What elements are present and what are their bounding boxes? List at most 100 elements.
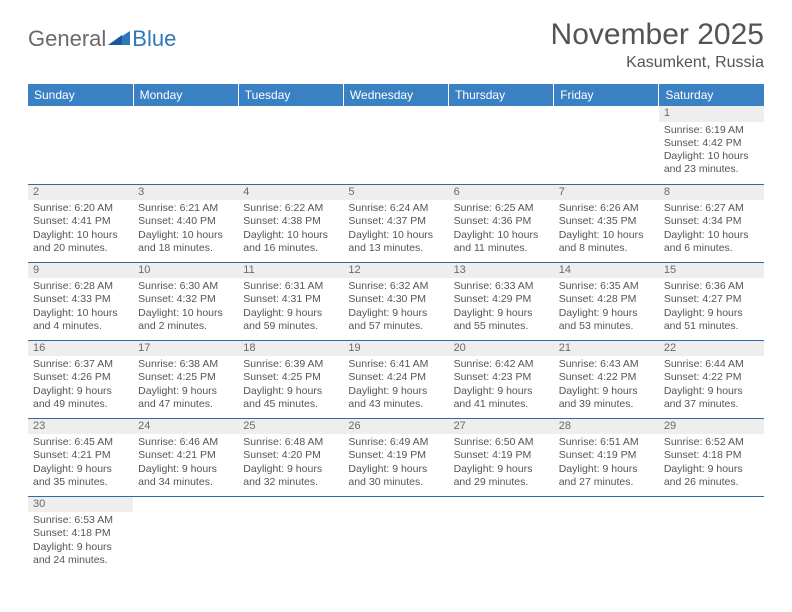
day-number: 13 xyxy=(449,263,554,279)
sunrise-text: Sunrise: 6:41 AM xyxy=(348,358,443,371)
calendar-day-cell: 7Sunrise: 6:26 AMSunset: 4:35 PMDaylight… xyxy=(554,184,659,262)
sunset-text: Sunset: 4:18 PM xyxy=(33,527,128,540)
sunrise-text: Sunrise: 6:50 AM xyxy=(454,436,549,449)
sunrise-text: Sunrise: 6:46 AM xyxy=(138,436,233,449)
daylight-text: Daylight: 9 hours and 24 minutes. xyxy=(33,541,128,567)
weekday-header: Monday xyxy=(133,84,238,106)
daylight-text: Daylight: 9 hours and 47 minutes. xyxy=(138,385,233,411)
daylight-text: Daylight: 10 hours and 23 minutes. xyxy=(664,150,759,176)
weekday-header: Sunday xyxy=(28,84,133,106)
calendar-day-cell: 17Sunrise: 6:38 AMSunset: 4:25 PMDayligh… xyxy=(133,340,238,418)
logo-text-general: General xyxy=(28,26,106,52)
day-number: 11 xyxy=(238,263,343,279)
sunset-text: Sunset: 4:34 PM xyxy=(664,215,759,228)
daylight-text: Daylight: 10 hours and 20 minutes. xyxy=(33,229,128,255)
daylight-text: Daylight: 10 hours and 2 minutes. xyxy=(138,307,233,333)
sunset-text: Sunset: 4:38 PM xyxy=(243,215,338,228)
sunrise-text: Sunrise: 6:36 AM xyxy=(664,280,759,293)
calendar-body: 1Sunrise: 6:19 AMSunset: 4:42 PMDaylight… xyxy=(28,106,764,574)
calendar-week-row: 23Sunrise: 6:45 AMSunset: 4:21 PMDayligh… xyxy=(28,418,764,496)
title-block: November 2025 Kasumkent, Russia xyxy=(551,18,764,72)
day-number: 2 xyxy=(28,185,133,201)
daylight-text: Daylight: 9 hours and 34 minutes. xyxy=(138,463,233,489)
sunrise-text: Sunrise: 6:33 AM xyxy=(454,280,549,293)
daylight-text: Daylight: 9 hours and 43 minutes. xyxy=(348,385,443,411)
sunrise-text: Sunrise: 6:39 AM xyxy=(243,358,338,371)
daylight-text: Daylight: 10 hours and 18 minutes. xyxy=(138,229,233,255)
sunset-text: Sunset: 4:32 PM xyxy=(138,293,233,306)
weekday-header: Friday xyxy=(554,84,659,106)
daylight-text: Daylight: 9 hours and 53 minutes. xyxy=(559,307,654,333)
sunrise-text: Sunrise: 6:37 AM xyxy=(33,358,128,371)
day-number: 4 xyxy=(238,185,343,201)
calendar-day-cell: 15Sunrise: 6:36 AMSunset: 4:27 PMDayligh… xyxy=(659,262,764,340)
sunset-text: Sunset: 4:24 PM xyxy=(348,371,443,384)
sunset-text: Sunset: 4:21 PM xyxy=(138,449,233,462)
day-number: 25 xyxy=(238,419,343,435)
daylight-text: Daylight: 10 hours and 6 minutes. xyxy=(664,229,759,255)
sunrise-text: Sunrise: 6:32 AM xyxy=(348,280,443,293)
logo-text-blue: Blue xyxy=(132,26,176,52)
header: General Blue November 2025 Kasumkent, Ru… xyxy=(28,18,764,72)
sunrise-text: Sunrise: 6:28 AM xyxy=(33,280,128,293)
weekday-header: Thursday xyxy=(449,84,554,106)
daylight-text: Daylight: 9 hours and 39 minutes. xyxy=(559,385,654,411)
sunrise-text: Sunrise: 6:20 AM xyxy=(33,202,128,215)
sunrise-text: Sunrise: 6:38 AM xyxy=(138,358,233,371)
day-number: 23 xyxy=(28,419,133,435)
daylight-text: Daylight: 10 hours and 8 minutes. xyxy=(559,229,654,255)
calendar-day-cell: 30Sunrise: 6:53 AMSunset: 4:18 PMDayligh… xyxy=(28,496,133,574)
sunrise-text: Sunrise: 6:44 AM xyxy=(664,358,759,371)
sunrise-text: Sunrise: 6:22 AM xyxy=(243,202,338,215)
calendar-day-cell: 4Sunrise: 6:22 AMSunset: 4:38 PMDaylight… xyxy=(238,184,343,262)
sunset-text: Sunset: 4:25 PM xyxy=(243,371,338,384)
calendar-empty-cell xyxy=(238,106,343,184)
sunrise-text: Sunrise: 6:52 AM xyxy=(664,436,759,449)
sunset-text: Sunset: 4:22 PM xyxy=(664,371,759,384)
calendar-week-row: 9Sunrise: 6:28 AMSunset: 4:33 PMDaylight… xyxy=(28,262,764,340)
day-number: 6 xyxy=(449,185,554,201)
daylight-text: Daylight: 9 hours and 35 minutes. xyxy=(33,463,128,489)
calendar-day-cell: 21Sunrise: 6:43 AMSunset: 4:22 PMDayligh… xyxy=(554,340,659,418)
logo: General Blue xyxy=(28,26,176,52)
month-title: November 2025 xyxy=(551,18,764,52)
calendar-day-cell: 13Sunrise: 6:33 AMSunset: 4:29 PMDayligh… xyxy=(449,262,554,340)
day-number: 9 xyxy=(28,263,133,279)
daylight-text: Daylight: 9 hours and 51 minutes. xyxy=(664,307,759,333)
sunrise-text: Sunrise: 6:31 AM xyxy=(243,280,338,293)
daylight-text: Daylight: 9 hours and 27 minutes. xyxy=(559,463,654,489)
calendar-day-cell: 22Sunrise: 6:44 AMSunset: 4:22 PMDayligh… xyxy=(659,340,764,418)
day-number: 21 xyxy=(554,341,659,357)
day-number: 12 xyxy=(343,263,448,279)
sunrise-text: Sunrise: 6:25 AM xyxy=(454,202,549,215)
day-number: 14 xyxy=(554,263,659,279)
daylight-text: Daylight: 9 hours and 32 minutes. xyxy=(243,463,338,489)
calendar-day-cell: 5Sunrise: 6:24 AMSunset: 4:37 PMDaylight… xyxy=(343,184,448,262)
calendar-page: General Blue November 2025 Kasumkent, Ru… xyxy=(0,0,792,592)
location: Kasumkent, Russia xyxy=(551,54,764,72)
day-number: 16 xyxy=(28,341,133,357)
calendar-empty-cell xyxy=(449,496,554,574)
calendar-day-cell: 14Sunrise: 6:35 AMSunset: 4:28 PMDayligh… xyxy=(554,262,659,340)
day-number: 8 xyxy=(659,185,764,201)
calendar-day-cell: 24Sunrise: 6:46 AMSunset: 4:21 PMDayligh… xyxy=(133,418,238,496)
day-number: 15 xyxy=(659,263,764,279)
sunrise-text: Sunrise: 6:48 AM xyxy=(243,436,338,449)
sunset-text: Sunset: 4:19 PM xyxy=(348,449,443,462)
calendar-day-cell: 28Sunrise: 6:51 AMSunset: 4:19 PMDayligh… xyxy=(554,418,659,496)
calendar-day-cell: 19Sunrise: 6:41 AMSunset: 4:24 PMDayligh… xyxy=(343,340,448,418)
day-number: 5 xyxy=(343,185,448,201)
calendar-day-cell: 27Sunrise: 6:50 AMSunset: 4:19 PMDayligh… xyxy=(449,418,554,496)
sunset-text: Sunset: 4:21 PM xyxy=(33,449,128,462)
sunrise-text: Sunrise: 6:26 AM xyxy=(559,202,654,215)
daylight-text: Daylight: 10 hours and 11 minutes. xyxy=(454,229,549,255)
daylight-text: Daylight: 9 hours and 57 minutes. xyxy=(348,307,443,333)
day-number: 1 xyxy=(659,106,764,122)
sunset-text: Sunset: 4:20 PM xyxy=(243,449,338,462)
sunset-text: Sunset: 4:30 PM xyxy=(348,293,443,306)
sunrise-text: Sunrise: 6:45 AM xyxy=(33,436,128,449)
day-number: 7 xyxy=(554,185,659,201)
calendar-week-row: 30Sunrise: 6:53 AMSunset: 4:18 PMDayligh… xyxy=(28,496,764,574)
daylight-text: Daylight: 10 hours and 4 minutes. xyxy=(33,307,128,333)
sunset-text: Sunset: 4:19 PM xyxy=(454,449,549,462)
